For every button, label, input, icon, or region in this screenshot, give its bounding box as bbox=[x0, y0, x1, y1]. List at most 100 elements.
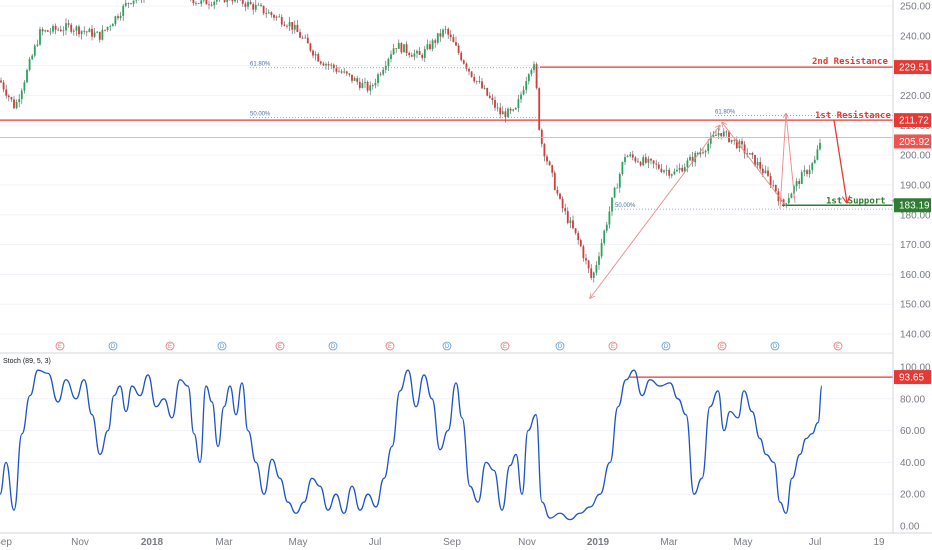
candle bbox=[371, 83, 374, 90]
candle-body bbox=[343, 71, 346, 73]
candle bbox=[327, 61, 330, 70]
candle bbox=[556, 186, 559, 196]
candle bbox=[725, 130, 728, 137]
stoch-axis[interactable]: 100.00 80.00 60.00 40.00 20.00 0.00 93.65 bbox=[894, 363, 931, 533]
price-tick-label: 240.00 bbox=[900, 31, 931, 42]
price-tag-box bbox=[894, 134, 931, 149]
candle bbox=[491, 94, 494, 105]
candle-body bbox=[283, 24, 286, 26]
earnings-marker: E bbox=[608, 341, 618, 351]
price-tag-box bbox=[894, 60, 931, 75]
candle bbox=[46, 29, 49, 33]
candle-body bbox=[52, 25, 54, 32]
candle bbox=[566, 207, 569, 225]
price-candles bbox=[0, 0, 821, 283]
candle-body bbox=[195, 2, 197, 4]
candle-body bbox=[130, 3, 132, 5]
candle bbox=[483, 85, 486, 90]
time-tick-label: 2018 bbox=[141, 537, 164, 548]
time-axis[interactable]: Sep Nov 2018 Mar May Jul Sep Nov 2019 Mar May Jul 19 bbox=[0, 537, 885, 548]
candle-body bbox=[200, 0, 203, 4]
candle bbox=[790, 192, 793, 199]
candle bbox=[75, 25, 78, 36]
candle-body bbox=[704, 150, 707, 153]
candle bbox=[816, 145, 819, 161]
candle-body bbox=[306, 37, 309, 44]
candle-body bbox=[257, 4, 260, 6]
candle bbox=[473, 73, 476, 84]
price-tick-label: 250.00 bbox=[900, 1, 931, 12]
candle-body bbox=[286, 25, 288, 27]
candle bbox=[39, 26, 41, 46]
candle bbox=[353, 76, 356, 81]
candle-body bbox=[535, 64, 538, 89]
candle-body bbox=[587, 260, 590, 269]
candle bbox=[475, 80, 478, 85]
projection-arrow-side bbox=[785, 113, 796, 203]
candle-body bbox=[728, 131, 730, 143]
candle-body bbox=[288, 22, 291, 27]
candle bbox=[481, 78, 483, 90]
stoch-tag-box bbox=[894, 370, 931, 385]
stoch-value-tag: 93.65 bbox=[894, 370, 931, 385]
candle-body bbox=[457, 45, 460, 53]
candle-body bbox=[345, 71, 348, 74]
candle-body bbox=[803, 170, 806, 173]
candle bbox=[733, 139, 736, 145]
price-tick-label: 180.00 bbox=[900, 210, 931, 221]
candle-body bbox=[122, 5, 125, 16]
candle-body bbox=[80, 30, 83, 35]
candle bbox=[514, 107, 517, 110]
time-tick-label: Mar bbox=[215, 537, 233, 548]
candle-body bbox=[527, 74, 530, 82]
candle bbox=[322, 61, 325, 66]
candle bbox=[525, 76, 528, 94]
projection-arrow-up bbox=[779, 113, 786, 209]
candle bbox=[577, 231, 580, 245]
candle-body bbox=[681, 167, 684, 172]
candle bbox=[730, 139, 733, 144]
candle-body bbox=[124, 2, 127, 6]
time-tick-label: Jul bbox=[809, 537, 822, 548]
candle-body bbox=[660, 168, 663, 172]
fib-level-label: 50.00% bbox=[250, 112, 271, 118]
candle-body bbox=[650, 158, 652, 161]
candle bbox=[691, 151, 694, 167]
candle-body bbox=[722, 131, 725, 137]
candle-body bbox=[564, 208, 567, 212]
price-axis[interactable]: 250.00240.00230.00220.00210.00200.00190.… bbox=[894, 1, 931, 341]
candle-body bbox=[301, 37, 304, 39]
candle bbox=[215, 0, 218, 6]
candle bbox=[806, 169, 808, 177]
candle bbox=[241, 0, 244, 7]
candle bbox=[507, 107, 509, 118]
candle bbox=[449, 30, 452, 42]
candle bbox=[631, 150, 634, 161]
candle bbox=[44, 29, 47, 33]
candle-body bbox=[252, 4, 255, 10]
candle bbox=[403, 44, 405, 53]
earnings-marker: E bbox=[275, 341, 285, 351]
candle-body bbox=[764, 170, 767, 174]
candle-body bbox=[673, 171, 676, 175]
candle-body bbox=[730, 139, 733, 143]
candle bbox=[127, 2, 130, 8]
candle bbox=[78, 24, 80, 38]
candle-body bbox=[436, 33, 439, 43]
candle bbox=[800, 169, 803, 185]
candle-body bbox=[72, 30, 75, 32]
candle bbox=[787, 193, 790, 205]
candle-body bbox=[767, 170, 769, 176]
candle-body bbox=[491, 97, 494, 101]
earnings-marker: E bbox=[55, 341, 65, 351]
candle-body bbox=[15, 102, 18, 109]
candle-body bbox=[642, 157, 645, 166]
candle-body bbox=[769, 175, 772, 186]
candle-body bbox=[46, 30, 49, 32]
stoch-tick-label: 0.00 bbox=[900, 522, 920, 533]
candle-body bbox=[600, 243, 603, 257]
candle-body bbox=[265, 13, 268, 15]
candle-body bbox=[234, 0, 236, 2]
